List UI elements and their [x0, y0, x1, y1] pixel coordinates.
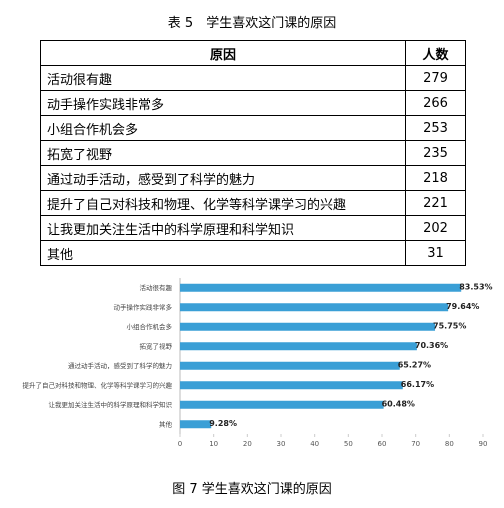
x-tick-label: 10: [209, 440, 218, 448]
value-label: 79.64%: [446, 302, 479, 311]
table-row: 小组合作机会多 253: [40, 115, 466, 141]
table-caption: 表 5 学生喜欢这门课的原因: [167, 16, 337, 31]
header-row: 原因 人数: [40, 40, 466, 66]
value-label: 60.48%: [382, 399, 415, 408]
bar: [180, 400, 384, 409]
category-label: 提升了自己对科技和物理、化学等科学课学习的兴趣: [23, 380, 173, 389]
table-row: 通过动手活动，感受到了科学的魅力 218: [40, 165, 466, 191]
table-row: 拓宽了视野 235: [40, 140, 466, 166]
category-label: 让我更加关注生活中的科学原理和科学知识: [49, 400, 173, 409]
bar: [180, 381, 403, 390]
table-row: 动手操作实践非常多 266: [40, 90, 466, 116]
table-cell: 202: [405, 215, 466, 241]
figure-caption: 图 7 学生喜欢这门课的原因: [172, 482, 332, 497]
table-cell: 活动很有趣: [40, 65, 406, 91]
table-cell: 小组合作机会多: [40, 115, 406, 141]
x-tick-label: 40: [310, 440, 319, 448]
value-label: 65.27%: [398, 360, 431, 369]
value-label: 75.75%: [433, 321, 466, 330]
table-cell: 266: [405, 90, 466, 116]
bar: [180, 303, 449, 312]
value-label: 70.36%: [415, 341, 448, 350]
bar: [180, 420, 212, 429]
x-tick-label: 20: [243, 440, 252, 448]
table: 原因 人数 活动很有趣 279 动手操作实践非常多 266 小组合作机会多 253 拓宽了视野 2…: [40, 40, 466, 266]
table-cell: 动手操作实践非常多: [40, 90, 406, 116]
x-tick-label: 0: [178, 440, 182, 448]
x-tick-label: 90: [479, 440, 488, 448]
chart: 0 10 20 30 40 50 60 70 80 90 活动很有趣 83.53% 动手操作实践非常多 7…: [23, 278, 493, 448]
table-cell: 279: [405, 65, 466, 91]
bar: [180, 283, 462, 292]
table-cell: 31: [405, 240, 466, 266]
header-cell: 原因: [40, 40, 406, 66]
table-cell: 其他: [40, 240, 406, 266]
table-cell: 通过动手活动，感受到了科学的魅力: [40, 165, 406, 191]
value-label: 83.53%: [459, 282, 492, 291]
x-tick-label: 80: [445, 440, 454, 448]
category-label: 拓宽了视野: [140, 341, 173, 350]
x-tick-label: 70: [411, 440, 420, 448]
table-cell: 提升了自己对科技和物理、化学等科学课学习的兴趣: [40, 190, 406, 216]
value-label: 9.28%: [209, 419, 237, 428]
x-tick-label: 60: [378, 440, 387, 448]
bar: [180, 322, 436, 331]
table-row: 活动很有趣 279: [40, 65, 466, 91]
table-row: 让我更加关注生活中的科学原理和科学知识 202: [40, 215, 466, 241]
category-label: 通过动手活动，感受到了科学的魅力: [68, 361, 172, 370]
bar: [180, 342, 417, 351]
category-label: 活动很有趣: [140, 283, 173, 292]
table-cell: 218: [405, 165, 466, 191]
x-tick-label: 30: [277, 440, 286, 448]
bar: [180, 361, 400, 370]
table-cell: 拓宽了视野: [40, 140, 406, 166]
category-label: 动手操作实践非常多: [114, 302, 173, 311]
category-label: 小组合作机会多: [127, 322, 173, 331]
table-cell: 253: [405, 115, 466, 141]
header-cell: 人数: [405, 40, 466, 66]
table-row: 提升了自己对科技和物理、化学等科学课学习的兴趣 221: [40, 190, 466, 216]
table-cell: 221: [405, 190, 466, 216]
table-cell: 让我更加关注生活中的科学原理和科学知识: [40, 215, 406, 241]
category-label: 其他: [159, 419, 173, 428]
table-cell: 235: [405, 140, 466, 166]
value-label: 66.17%: [401, 380, 434, 389]
x-tick-label: 50: [344, 440, 353, 448]
table-row: 其他 31: [40, 240, 466, 266]
